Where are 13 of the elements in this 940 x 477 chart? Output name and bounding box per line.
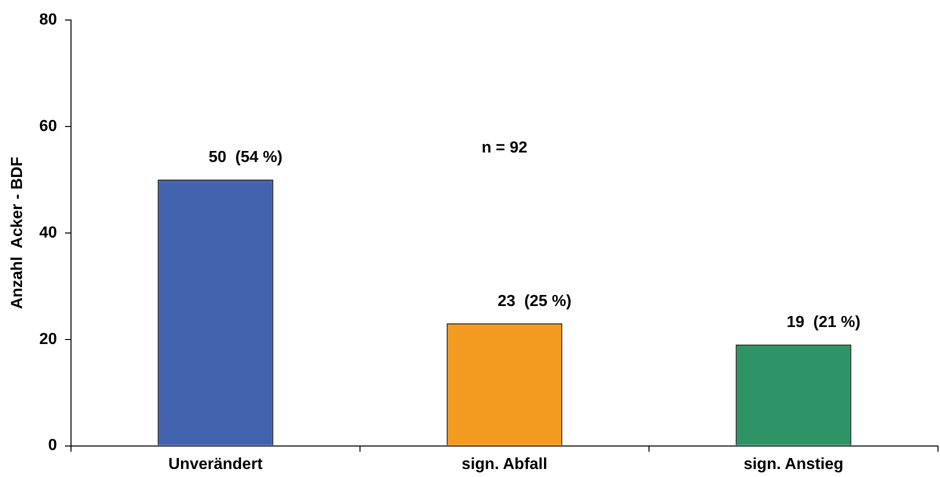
y-tick-label: 20 <box>39 330 58 348</box>
y-tick-label: 0 <box>48 437 58 454</box>
data-label: 50 (54 %) <box>208 149 282 166</box>
y-tick-label: 40 <box>39 224 58 242</box>
y-axis-title: Anzahl Acker - BDF <box>9 156 26 310</box>
x-tick-label: Unverändert <box>168 456 264 473</box>
data-label: 19 (21 %) <box>786 314 860 332</box>
y-tick-label: 60 <box>39 118 58 135</box>
x-tick-label: sign. Anstieg <box>744 456 844 473</box>
data-label: 23 (25 %) <box>498 292 572 310</box>
annotation: n = 92 <box>482 140 528 157</box>
x-tick-label: sign. Abfall <box>462 456 548 473</box>
y-tick-label: 80 <box>39 11 58 28</box>
